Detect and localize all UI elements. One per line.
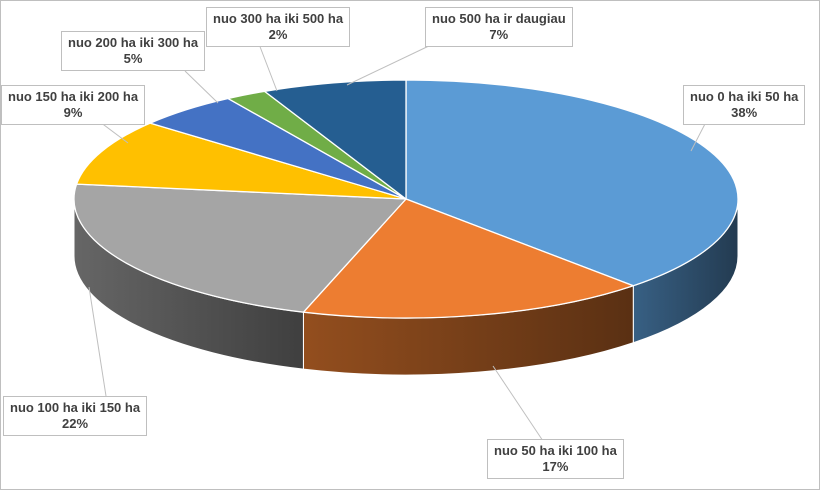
data-label-2-name: nuo 100 ha iki 150 ha (10, 400, 141, 415)
data-label-0-name: nuo 0 ha iki 50 ha (690, 89, 799, 104)
leader-line-4 (184, 70, 219, 104)
leader-line-5 (258, 43, 278, 92)
data-label-0: nuo 0 ha iki 50 ha 38% (683, 85, 806, 125)
data-label-4: nuo 200 ha iki 300 ha 5% (61, 31, 206, 71)
data-label-1-value: 17% (542, 459, 569, 474)
data-label-5: nuo 300 ha iki 500 ha 2% (206, 7, 351, 47)
data-label-0-value: 38% (731, 105, 758, 120)
pie-slice-3 (75, 122, 407, 200)
leader-line-6 (346, 43, 434, 86)
data-label-1-name: nuo 50 ha iki 100 ha (494, 443, 617, 458)
data-label-6-name: nuo 500 ha ir daugiau (432, 11, 566, 26)
data-label-5-name: nuo 300 ha iki 500 ha (213, 11, 344, 26)
data-label-3: nuo 150 ha iki 200 ha 9% (1, 85, 146, 125)
pie-slice-6 (263, 79, 407, 200)
data-label-2-value: 22% (62, 416, 89, 431)
leader-line-2 (88, 286, 107, 397)
leader-line-0 (690, 121, 707, 152)
data-label-3-name: nuo 150 ha iki 200 ha (8, 89, 139, 104)
data-label-6-value: 7% (489, 27, 509, 42)
data-label-6: nuo 500 ha ir daugiau 7% (425, 7, 573, 47)
data-label-3-value: 9% (63, 105, 83, 120)
data-label-4-name: nuo 200 ha iki 300 ha (68, 35, 199, 50)
leader-line-1 (492, 365, 544, 442)
pie-slice-2 (73, 183, 407, 313)
pie-slice-0 (405, 79, 739, 287)
data-label-1: nuo 50 ha iki 100 ha 17% (487, 439, 624, 479)
data-label-2: nuo 100 ha iki 150 ha 22% (3, 396, 148, 436)
pie-slice-1 (302, 198, 634, 319)
data-label-5-value: 2% (268, 27, 288, 42)
data-label-4-value: 5% (123, 51, 143, 66)
